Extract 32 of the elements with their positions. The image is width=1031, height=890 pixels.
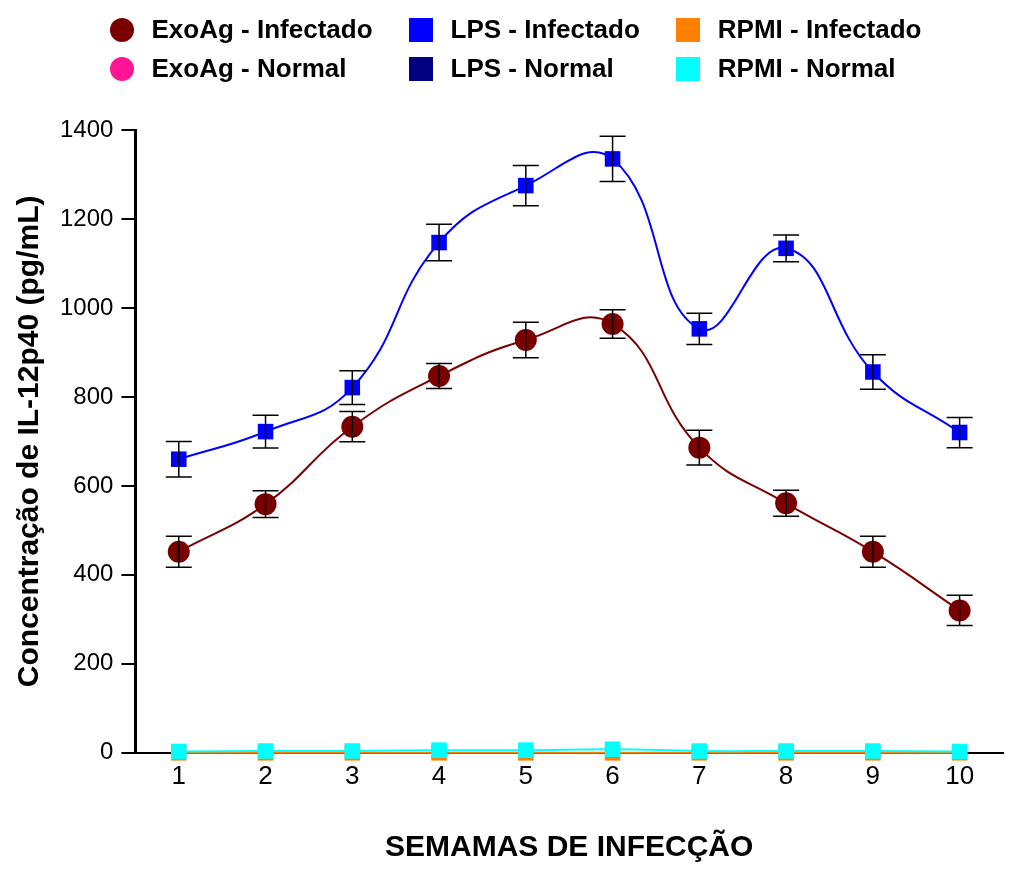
x-tick-label: 1 [171,759,187,790]
legend-label: LPS - Infectado [450,14,640,45]
legend-label: RPMI - Normal [717,53,896,84]
legend-label: RPMI - Infectado [717,14,922,45]
y-tick-label: 1400 [60,114,114,142]
x-tick-label: 7 [692,759,707,790]
point [691,321,708,337]
y-tick-label: 800 [73,381,114,409]
y-tick-label: 400 [73,559,114,587]
y-tick-label: 0 [100,737,114,765]
y-tick-label: 200 [73,648,114,676]
x-axis-title: SEMAMAS DE INFECÇÃO [385,829,754,863]
y-tick-label: 1000 [60,292,114,320]
x-tick-label: 2 [258,759,273,790]
x-tick-label: 10 [945,759,975,790]
point [604,741,621,758]
point [688,436,711,459]
legend-label: ExoAg - Normal [151,53,347,84]
legend-label: LPS - Normal [450,53,614,84]
legend-label: ExoAg - Infectado [151,14,373,45]
y-tick-label: 600 [73,470,114,498]
y-tick-label: 1200 [60,203,114,231]
y-axis-title: Concentração de IL-12p40 (pg/mL) [11,195,45,688]
point [341,415,364,438]
point [948,599,971,622]
x-tick-label: 6 [605,759,620,790]
x-tick-label: 4 [431,759,447,790]
x-tick-label: 8 [778,759,794,790]
point [604,151,621,167]
x-tick-label: 9 [865,759,881,790]
x-tick-label: 3 [345,759,360,790]
x-tick-label: 5 [518,759,534,790]
